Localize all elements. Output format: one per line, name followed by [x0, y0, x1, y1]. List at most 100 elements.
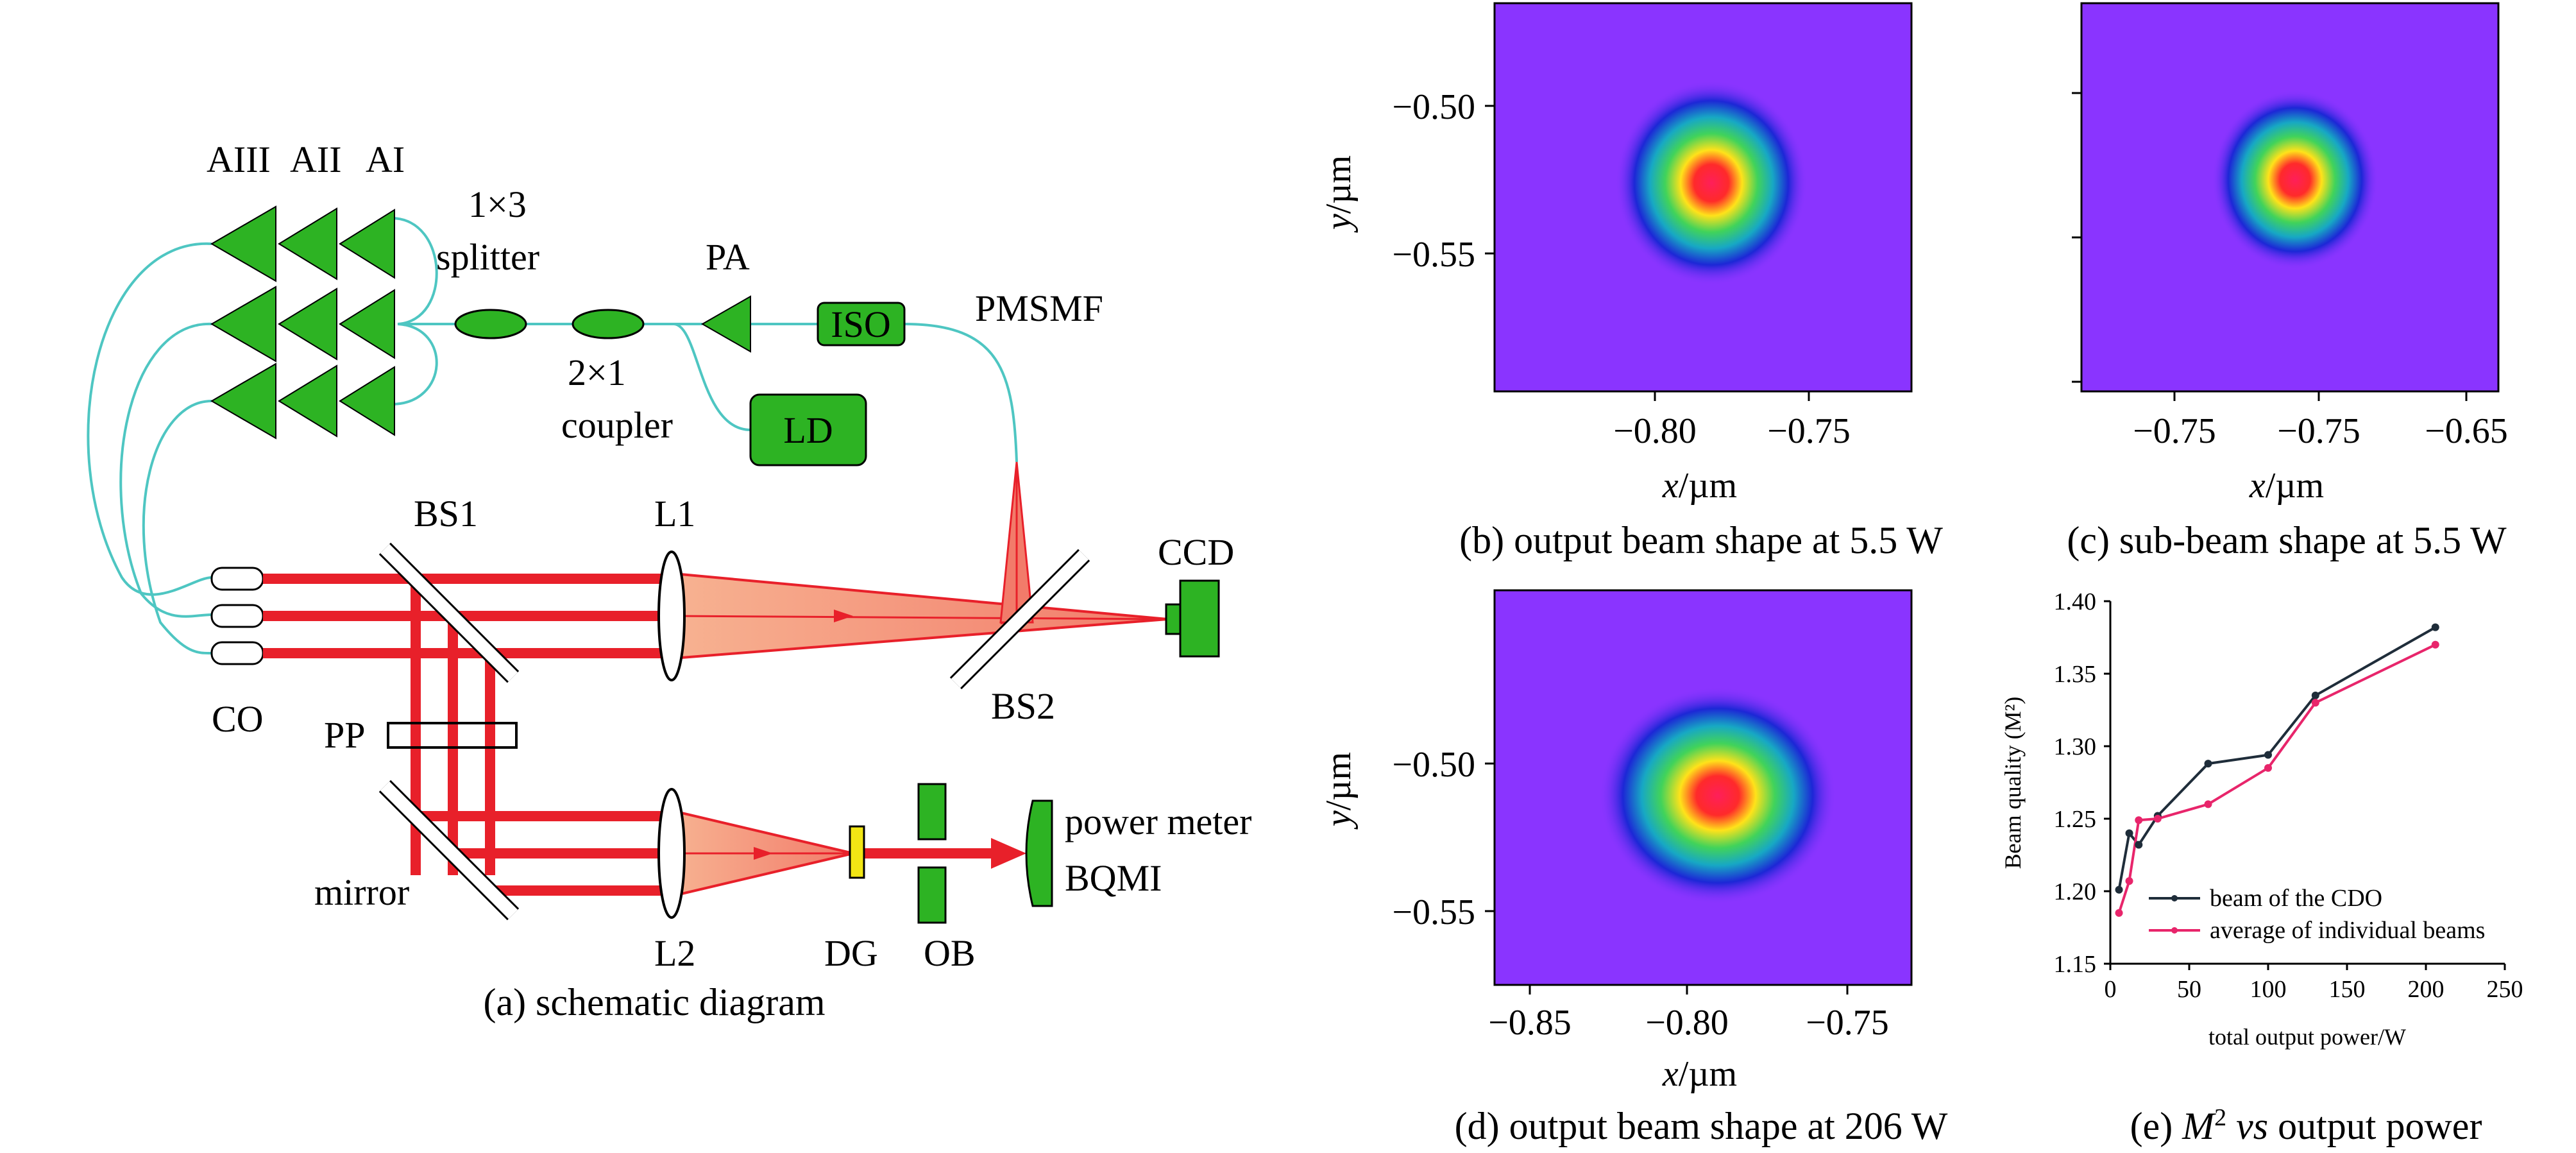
obstacle-top [917, 783, 947, 841]
coupler-component [572, 309, 645, 339]
amplifier-array [210, 205, 395, 440]
y-tick-label: 1.15 [2054, 951, 2097, 978]
ytick-d: −0.55 [1392, 893, 1475, 932]
label-aii: AII [290, 139, 342, 180]
lens-l2 [657, 788, 686, 919]
beam-spot-d [1599, 687, 1836, 905]
data-point-1 [2135, 816, 2143, 824]
series-line-1 [2117, 643, 2436, 914]
legend-marker-cdo [2171, 895, 2178, 901]
label-bqmi: BQMI [1065, 857, 1162, 899]
schematic-diagram: AIII AII AI 1×3 splitter 2×1 coupler PA … [87, 139, 1251, 1023]
data-point-0 [2125, 829, 2133, 837]
ytick-d: −0.50 [1392, 745, 1475, 785]
xtick-d: −0.75 [1806, 1003, 1889, 1043]
beam-panel-b: −0.50 −0.55 −0.80 −0.75 x/µm y/µm (b) ou… [1319, 2, 1943, 561]
obstacle-bottom [917, 866, 947, 924]
beam-spot-c [2212, 90, 2378, 269]
amplifier-triangle [210, 363, 276, 440]
x-tick-label: 100 [2250, 976, 2287, 1003]
lens-l1 [657, 551, 686, 681]
power-meter-detector [1025, 799, 1053, 907]
legend-label-average: average of individual beams [2210, 917, 2485, 944]
data-point-0 [2311, 691, 2319, 699]
amplifier-triangle [339, 209, 395, 279]
collimator [210, 641, 264, 665]
fiber-paths [87, 217, 1018, 655]
x-tick-label: 200 [2408, 976, 2445, 1003]
label-splitter-line1: 1×3 [468, 184, 527, 225]
x-tick-label: 250 [2487, 976, 2523, 1003]
laser-diode-box [749, 393, 867, 466]
y-tick-label: 1.40 [2054, 588, 2097, 615]
data-point-0 [2204, 760, 2212, 768]
beam-panel-d: −0.50 −0.55 −0.85 −0.80 −0.75 x/µm y/µm … [1319, 589, 1948, 1147]
label-coupler-line1: 2×1 [568, 352, 626, 393]
label-ob: OB [924, 932, 976, 974]
ylabel-d: y/µm [1319, 752, 1359, 830]
ytick-b: −0.55 [1392, 235, 1475, 275]
label-ld: LD [783, 409, 833, 451]
xlabel-b: x/µm [1662, 466, 1737, 506]
label-pmsmf: PMSMF [975, 287, 1103, 329]
splitter-component [454, 309, 527, 339]
label-pa: PA [706, 236, 750, 278]
amplifier-triangle [210, 205, 276, 282]
data-point-1 [2431, 640, 2439, 649]
ylabel-b: y/µm [1319, 155, 1359, 233]
xlabel-c: x/µm [2249, 466, 2324, 506]
label-bs2: BS2 [991, 685, 1055, 727]
series-points [2115, 623, 2439, 917]
amplifier-triangle [339, 366, 395, 436]
data-point-1 [2264, 764, 2272, 772]
xtick-b: −0.80 [1613, 411, 1697, 451]
xtick-c: −0.75 [2133, 411, 2216, 451]
label-aiii: AIII [207, 139, 271, 180]
ytick-b: −0.50 [1392, 87, 1475, 127]
data-point-0 [2431, 623, 2439, 631]
data-point-0 [2264, 751, 2272, 759]
legend-marker-average [2171, 927, 2178, 934]
xtick-c: −0.75 [2277, 411, 2360, 451]
data-point-1 [2311, 699, 2319, 707]
xtick-d: −0.85 [1488, 1003, 1572, 1043]
data-point-0 [2135, 841, 2143, 849]
collimator [210, 567, 264, 591]
y-tick-label: 1.20 [2054, 878, 2097, 905]
output-arrow [991, 838, 1026, 869]
data-point-1 [2115, 909, 2123, 917]
legend-label-cdo: beam of the CDO [2210, 885, 2382, 912]
label-power-meter: power meter [1065, 801, 1251, 842]
label-pp: PP [324, 714, 366, 756]
label-iso: ISO [831, 303, 890, 345]
caption-e: (e) M2 vs output power [2130, 1104, 2482, 1147]
y-tick-label: 1.30 [2054, 733, 2097, 760]
amplifier-triangle [210, 286, 276, 363]
amplifier-triangle [278, 364, 337, 438]
ccd-camera [1165, 579, 1220, 658]
caption-c: (c) sub-beam shape at 5.5 W [2067, 519, 2507, 561]
x-tick-label: 50 [2177, 976, 2201, 1003]
y-tick-label: 1.25 [2054, 806, 2097, 833]
collimator-array [210, 567, 264, 665]
data-point-1 [2204, 800, 2212, 808]
caption-a: (a) schematic diagram [483, 981, 825, 1023]
label-splitter-line2: splitter [436, 236, 539, 278]
phase-plate [387, 722, 518, 749]
label-co: CO [212, 698, 264, 740]
amplifier-triangle [339, 289, 395, 359]
xtick-c: −0.65 [2425, 411, 2508, 451]
xtick-b: −0.75 [1767, 411, 1851, 451]
collimator [210, 604, 264, 628]
label-bs1: BS1 [414, 493, 478, 534]
caption-b: (b) output beam shape at 5.5 W [1459, 519, 1943, 561]
beam-panel-c: −0.75 −0.75 −0.65 x/µm (c) sub-beam shap… [2067, 2, 2508, 561]
data-point-1 [2125, 877, 2133, 885]
preamplifier-triangle [700, 295, 751, 353]
series-lines [2117, 626, 2436, 914]
data-point-1 [2153, 815, 2162, 823]
label-l2: L2 [654, 932, 695, 974]
x-tick-label: 150 [2329, 976, 2366, 1003]
label-coupler-line2: coupler [561, 404, 673, 446]
